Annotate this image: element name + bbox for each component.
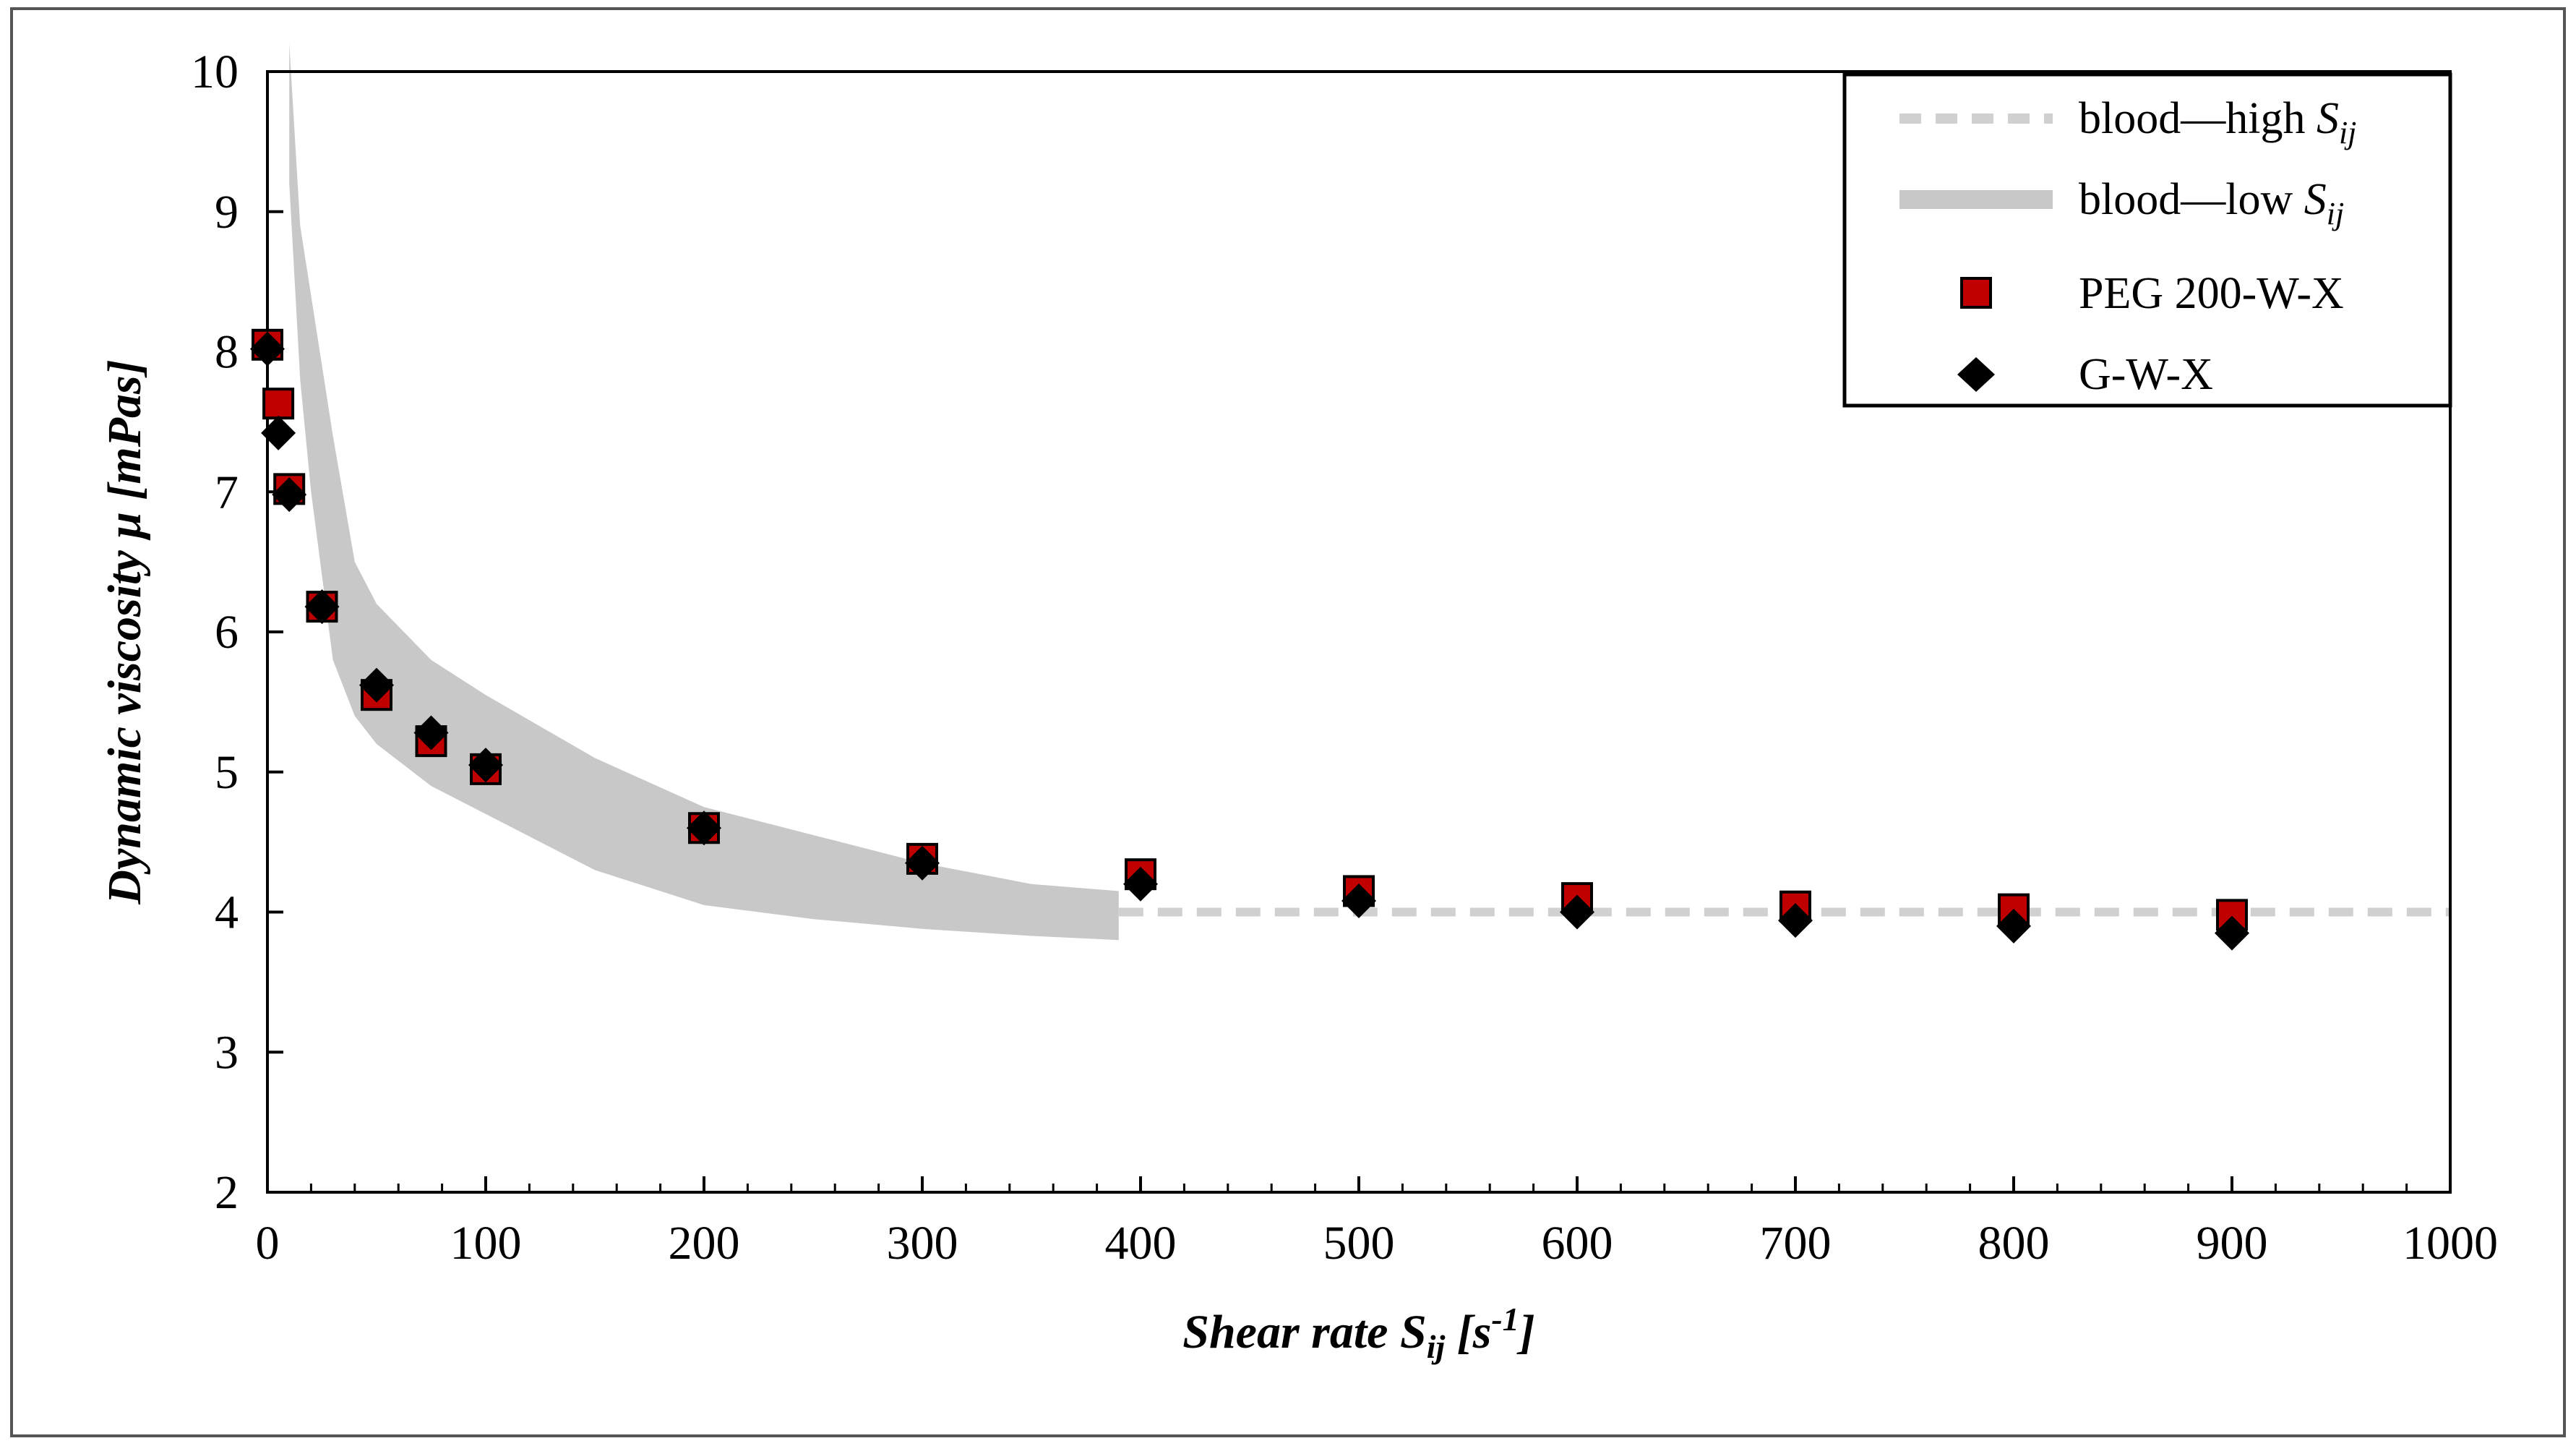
legend-blood-low-label: blood—low Sij [2079, 175, 2344, 231]
y-tick-label: 10 [191, 46, 239, 98]
x-axis-title-superscript: -1 [1491, 1301, 1519, 1338]
y-tick-label: 3 [215, 1026, 239, 1079]
legend-blood-high-subscript: ij [2339, 115, 2356, 150]
gwx-point [687, 810, 721, 846]
gwx-point [359, 667, 394, 703]
x-tick-label: 700 [1760, 1217, 1832, 1270]
gwx-point [1560, 894, 1594, 930]
legend-gwx-marker [1957, 357, 1995, 392]
blood-low-band [289, 43, 1119, 941]
gwx-point [1341, 884, 1376, 918]
x-tick-label: 400 [1105, 1217, 1177, 1270]
y-tick-label: 8 [215, 326, 239, 379]
viscosity-chart: 0 100 200 300 400 500 600 700 800 900 1000 2 3 4 5 6 7 8 9… [98, 43, 2498, 1365]
x-tick-label: 800 [1978, 1217, 2050, 1270]
gwx-point [905, 845, 940, 881]
legend-gwx-label: G-W-X [2079, 350, 2213, 399]
x-axis-title: Shear rate Sij [s-1] [1182, 1301, 1534, 1365]
gwx-point [304, 589, 340, 625]
x-axis-title-subscript: ij [1427, 1328, 1446, 1365]
y-tick-label: 2 [215, 1166, 239, 1219]
y-axis-title: Dynamic viscosity μ [mPas] [98, 359, 151, 904]
x-tick-label: 300 [887, 1217, 958, 1270]
y-tick-label: 4 [215, 886, 239, 939]
gwx-point [1778, 903, 1813, 938]
x-axis-title-unit-close: ] [1516, 1306, 1535, 1359]
x-tick-label: 200 [669, 1217, 740, 1270]
gwx-point [1996, 908, 2031, 944]
legend-blood-low-name: blood—low [2079, 175, 2304, 224]
legend-blood-high-symbol: S [2317, 94, 2339, 143]
legend-box [1842, 72, 2452, 408]
axis-ticks [266, 70, 2452, 1194]
gwx-point [2215, 915, 2249, 951]
gwx-point [272, 477, 307, 513]
legend-blood-high-name: blood—high [2079, 94, 2317, 143]
gwx-point [1123, 866, 1158, 902]
legend-blood-high-label: blood—high Sij [2079, 94, 2356, 150]
gwx-point [413, 715, 449, 750]
g-w-x-points [250, 331, 2249, 951]
x-tick-label: 900 [2197, 1217, 2268, 1270]
y-tick-label: 7 [215, 466, 239, 518]
axis-tick-labels: 0 100 200 300 400 500 600 700 800 900 1000 2 3 4 5 6 7 8 9… [191, 46, 2498, 1270]
gwx-point [261, 415, 296, 450]
x-tick-label: 1000 [2403, 1217, 2498, 1270]
x-axis-title-unit-open: [s [1445, 1306, 1491, 1359]
legend-peg-label: PEG 200-W-X [2079, 269, 2344, 318]
x-tick-label: 100 [450, 1217, 522, 1270]
legend-blood-low-subscript: ij [2327, 196, 2344, 231]
x-tick-label: 0 [256, 1217, 280, 1270]
peg-point [262, 388, 295, 420]
y-tick-label: 9 [215, 186, 239, 239]
y-tick-label: 5 [215, 746, 239, 799]
x-tick-label: 600 [1542, 1217, 1613, 1270]
gwx-point [250, 331, 285, 367]
gwx-point [468, 748, 503, 783]
legend: blood—high Sij blood—low Sij PEG 200-W-X… [1842, 72, 2452, 408]
blood-low-band-layer [289, 43, 1119, 941]
x-axis-title-main: Shear rate S [1182, 1306, 1426, 1359]
figure-frame: 0 100 200 300 400 500 600 700 800 900 1000 2 3 4 5 6 7 8 9… [10, 7, 2566, 1437]
y-tick-label: 6 [215, 606, 239, 659]
x-tick-label: 500 [1323, 1217, 1395, 1270]
legend-blood-low-symbol: S [2304, 175, 2327, 224]
legend-peg-marker [1960, 277, 1992, 309]
